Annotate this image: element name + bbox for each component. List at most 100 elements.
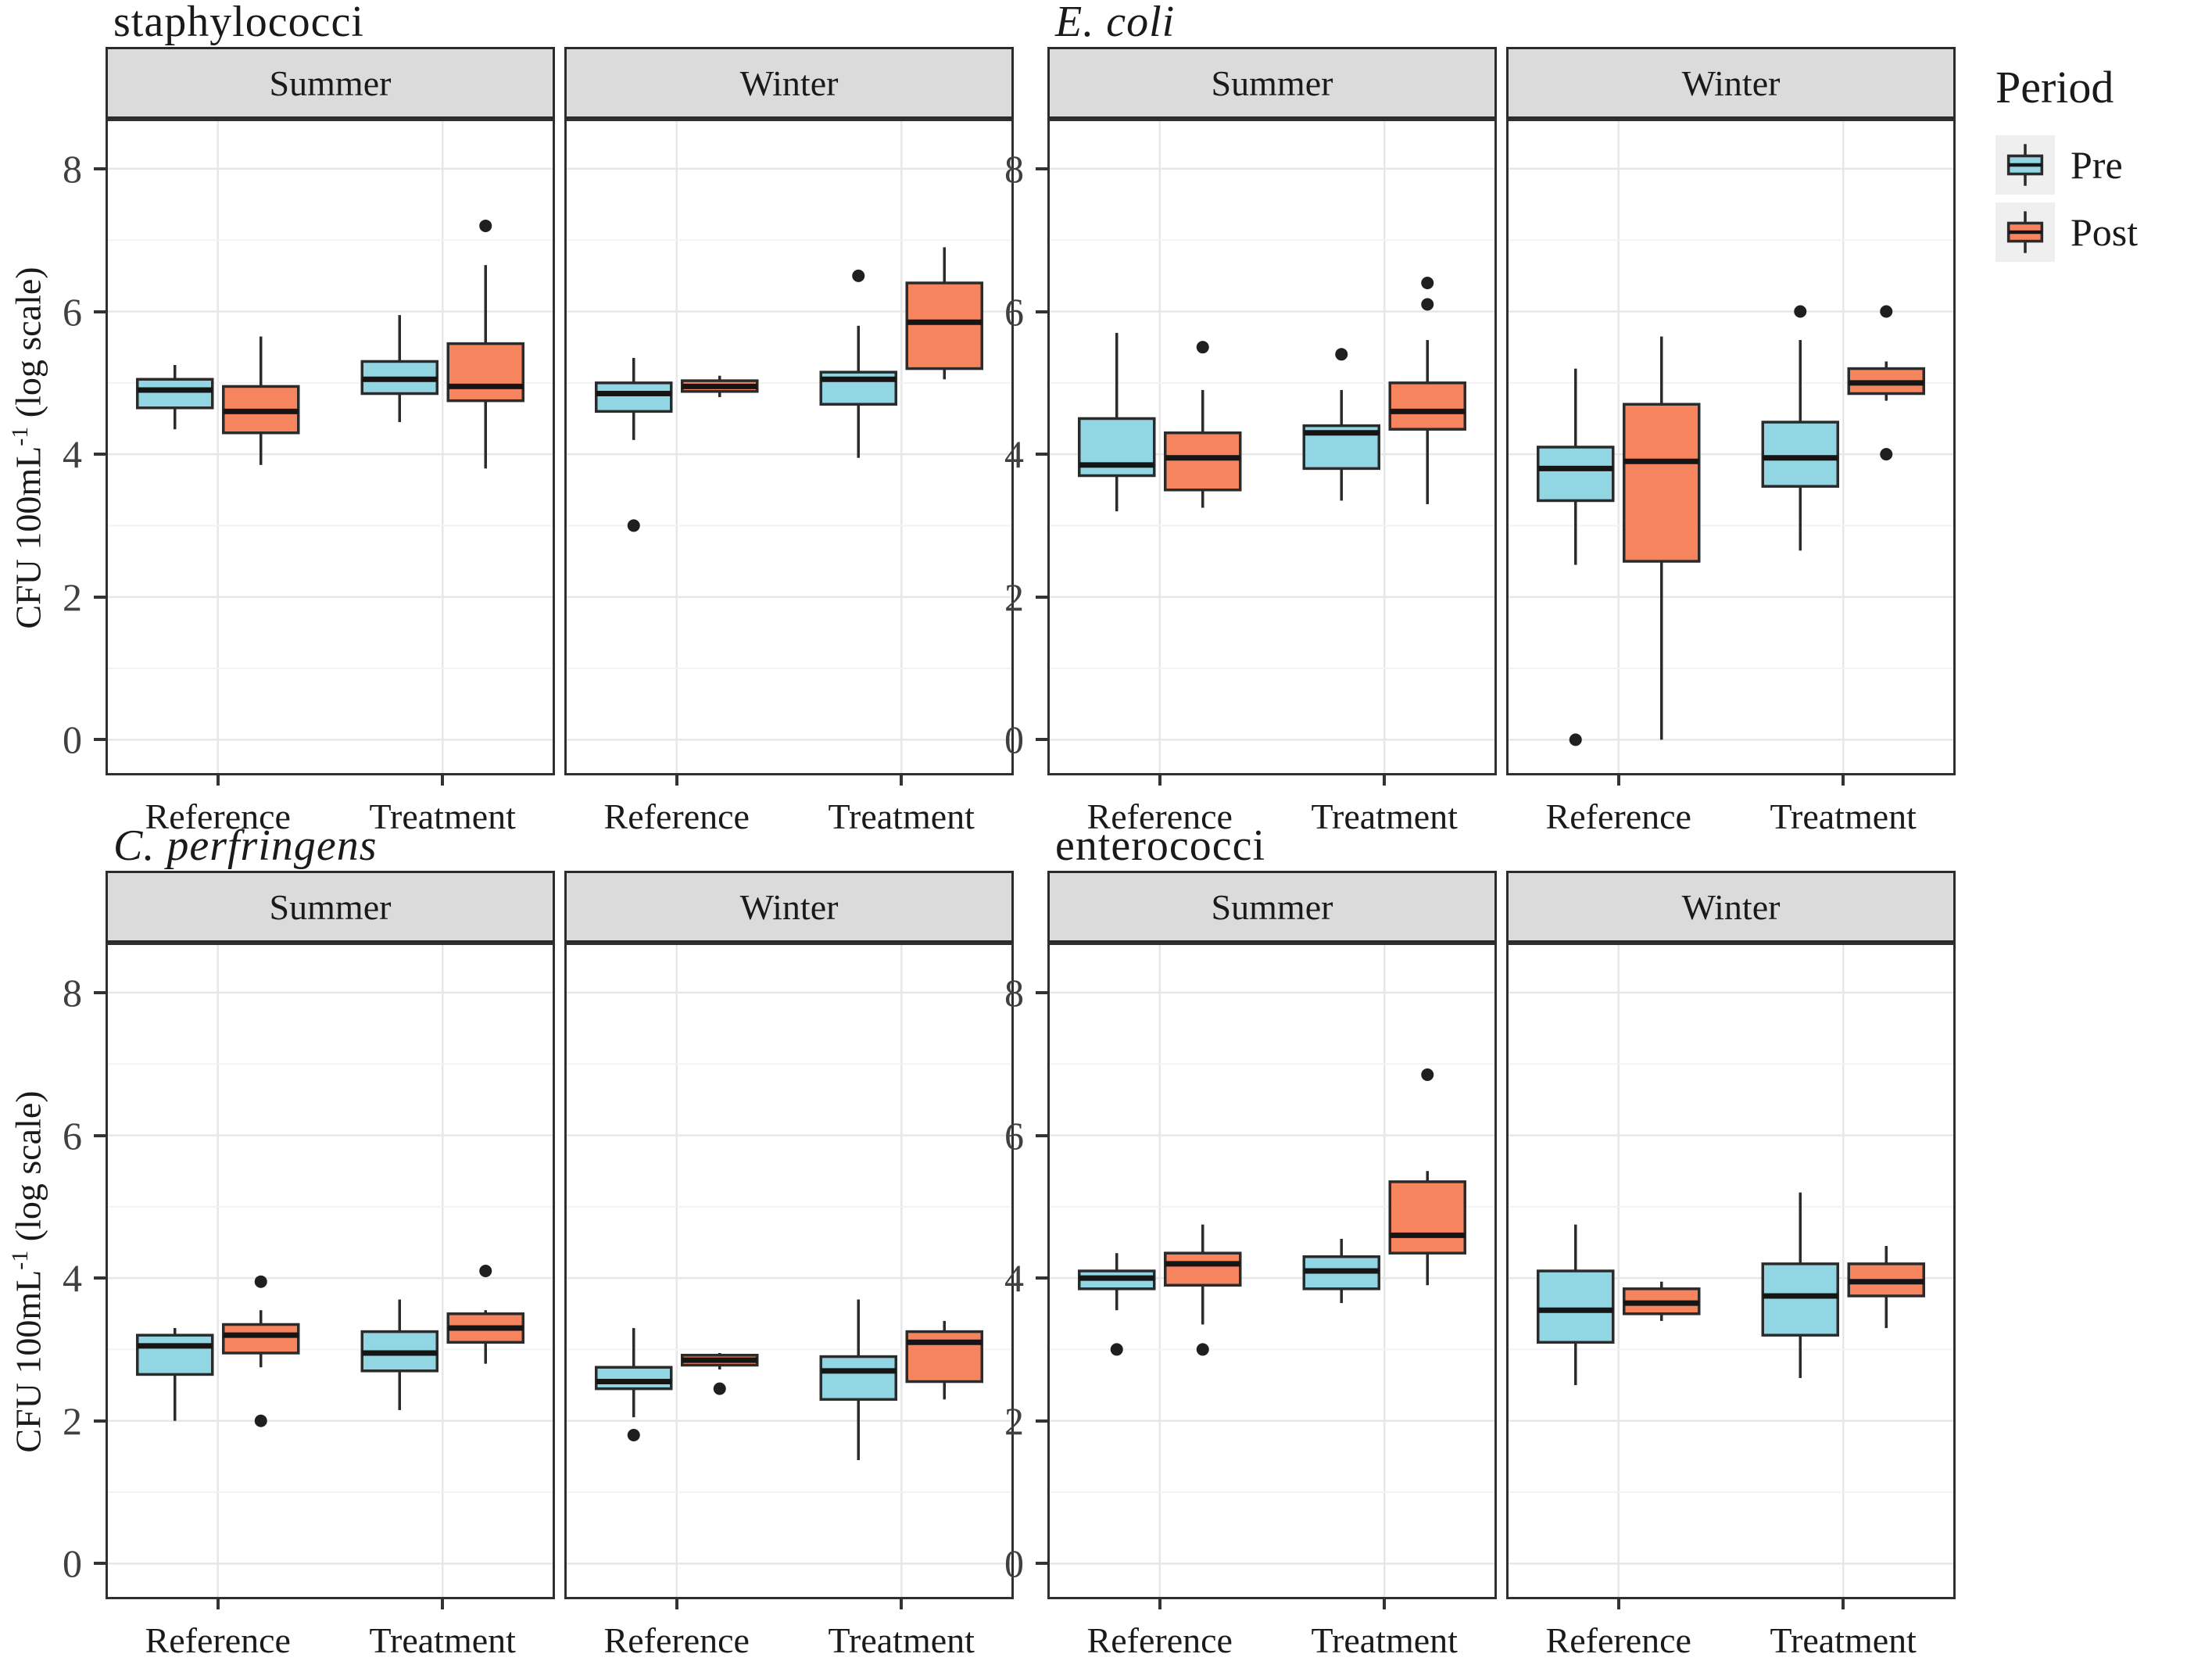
- subplot-title: E. coli: [1055, 0, 1176, 46]
- y-axis: 0 2 4 6 8: [0, 2, 106, 822]
- y-tick-label: 4: [63, 1256, 82, 1301]
- y-axis: 0 2 4 6 8: [0, 825, 106, 1646]
- facet-row: Summer Reference Treatment Winter Referen…: [1047, 47, 1956, 836]
- y-axis-tick: [94, 166, 106, 170]
- y-axis-tick: [94, 453, 106, 456]
- facet-strip-summer: Summer: [1047, 47, 1497, 119]
- legend-boxplot-glyph: [2006, 211, 2044, 253]
- y-tick-label: 4: [1004, 1256, 1024, 1301]
- box-pre: [595, 1366, 673, 1391]
- facet-summer: Summer Reference Treatment: [106, 871, 555, 1660]
- y-tick-label: 6: [63, 289, 82, 334]
- box-post: [1623, 403, 1701, 563]
- x-axis-tick: [1616, 1599, 1620, 1609]
- legend-label-pre: Pre: [2071, 143, 2123, 187]
- legend-item-post: Post: [1995, 202, 2212, 262]
- boxplot-panel: [106, 943, 555, 1599]
- outlier-point: [1110, 1343, 1123, 1356]
- box-post: [905, 281, 983, 371]
- subplot-title: staphylococci: [113, 0, 364, 46]
- x-axis-tick: [675, 775, 678, 786]
- x-axis-tick: [1842, 775, 1845, 786]
- x-axis-tick: [1383, 1599, 1387, 1609]
- outlier-point: [1196, 1343, 1209, 1356]
- x-category-label: Treatment: [828, 796, 975, 836]
- boxplot-panel: [1506, 943, 1956, 1599]
- y-tick-label: 8: [1004, 970, 1024, 1015]
- panel-border: [106, 943, 555, 1599]
- x-axis-labels: Reference Treatment: [1047, 775, 1497, 836]
- boxplot-panel: [564, 943, 1014, 1599]
- box-pre: [1761, 1262, 1839, 1337]
- box-pre: [1537, 1269, 1615, 1344]
- x-category-label: Treatment: [369, 796, 516, 836]
- y-axis-tick: [1036, 166, 1047, 170]
- x-category-label: Treatment: [1770, 1620, 1917, 1660]
- subplot-title: C. perfringens: [113, 822, 378, 870]
- boxplot-panel: [106, 119, 555, 775]
- facet-strip-winter: Winter: [1506, 871, 1956, 943]
- box-post: [1388, 1180, 1466, 1255]
- x-axis-labels: Reference Treatment: [1506, 1599, 1956, 1660]
- outlier-point: [627, 1429, 640, 1441]
- x-category-label: Reference: [1086, 1620, 1233, 1660]
- x-category-label: Reference: [1086, 796, 1233, 836]
- box-post: [1164, 431, 1242, 492]
- subplot-c-perfringens: C. perfringens CFU 100mL-1 (log scale) 0…: [0, 822, 1079, 1660]
- y-axis: 0 2 4 6 8: [942, 2, 1047, 822]
- legend-title: Period: [1995, 62, 2114, 113]
- outlier-point: [1421, 298, 1434, 311]
- y-axis: 0 2 4 6 8: [942, 825, 1047, 1646]
- outlier-point: [1880, 305, 1893, 318]
- y-axis-tick: [94, 595, 106, 599]
- x-axis-tick: [1383, 775, 1387, 786]
- x-axis-labels: Reference Treatment: [106, 1599, 555, 1660]
- y-axis-tick: [94, 1562, 106, 1566]
- subplot-enterococci: enterococci 0 2 4 6 8 Summer Reference Treatm…: [942, 822, 2021, 1660]
- x-axis-tick: [216, 775, 220, 786]
- y-tick-label: 2: [63, 575, 82, 619]
- boxplot-panel: [564, 119, 1014, 775]
- y-axis-tick: [1036, 1419, 1047, 1423]
- y-tick-label: 0: [1004, 718, 1024, 762]
- panel-background: [564, 119, 1014, 775]
- panel-border: [1506, 943, 1956, 1599]
- box-pre: [136, 1333, 214, 1376]
- y-axis-tick: [94, 1419, 106, 1423]
- legend-boxplot-glyph: [2006, 144, 2044, 186]
- outlier-point: [1421, 1068, 1434, 1081]
- y-tick-label: 6: [1004, 1113, 1024, 1158]
- y-tick-label: 2: [1004, 575, 1024, 619]
- outlier-point: [254, 1275, 267, 1288]
- y-tick-label: 6: [1004, 289, 1024, 334]
- facet-strip-summer: Summer: [1047, 871, 1497, 943]
- box-pre: [595, 381, 673, 413]
- y-axis-tick: [1036, 453, 1047, 456]
- y-axis-tick: [1036, 990, 1047, 994]
- x-category-label: Treatment: [369, 1620, 516, 1660]
- y-axis-tick: [1036, 595, 1047, 599]
- x-axis-tick: [900, 1599, 904, 1609]
- box-post: [1164, 1251, 1242, 1287]
- facet-winter: Winter Reference Treatment: [564, 47, 1014, 836]
- box-post: [1388, 381, 1466, 431]
- y-tick-label: 2: [1004, 1398, 1024, 1443]
- y-tick-label: 8: [63, 970, 82, 1015]
- panel-border: [1047, 119, 1497, 775]
- x-axis-labels: Reference Treatment: [106, 775, 555, 836]
- y-tick-label: 6: [63, 1113, 82, 1158]
- y-tick-label: 4: [63, 432, 82, 477]
- boxplot-panel: [1047, 943, 1497, 1599]
- panel-border: [1047, 943, 1497, 1599]
- y-axis-tick: [1036, 310, 1047, 313]
- facet-row: Summer Reference Treatment Winter Referen…: [106, 871, 1014, 1660]
- x-axis-labels: Reference Treatment: [564, 775, 1014, 836]
- x-category-label: Reference: [1545, 1620, 1691, 1660]
- x-category-label: Reference: [603, 1620, 750, 1660]
- y-axis-tick: [1036, 1133, 1047, 1137]
- y-axis-tick: [1036, 1562, 1047, 1566]
- panel-border: [564, 943, 1014, 1599]
- y-tick-label: 0: [63, 1541, 82, 1586]
- x-axis-tick: [441, 1599, 445, 1609]
